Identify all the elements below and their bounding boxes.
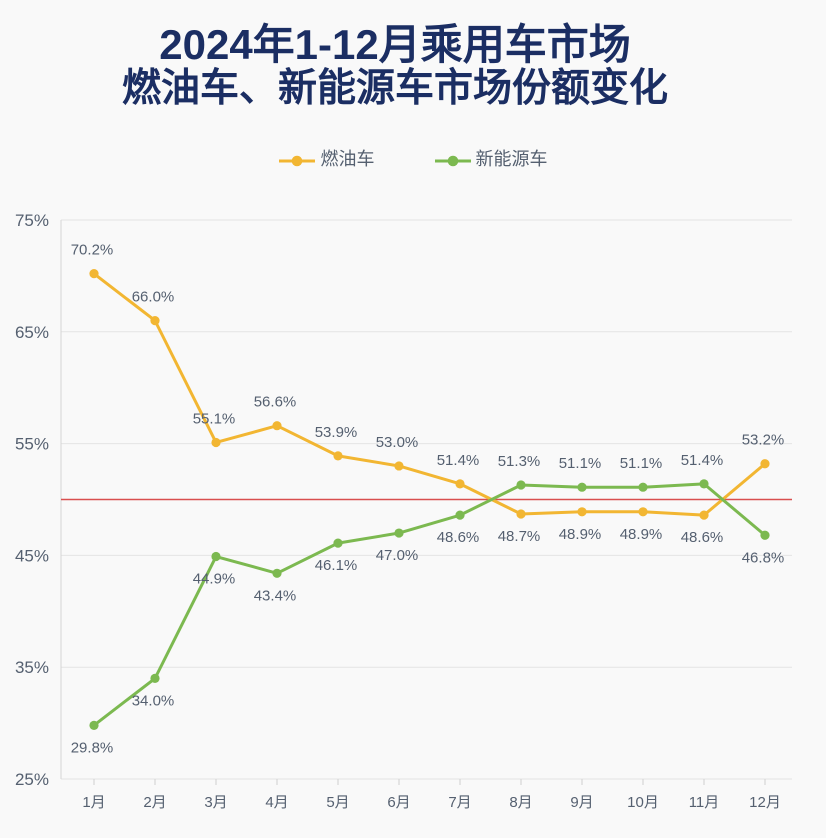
svg-text:8月: 8月 [509, 794, 532, 811]
svg-text:53.9%: 53.9% [315, 424, 358, 441]
svg-text:53.2%: 53.2% [742, 432, 785, 449]
svg-text:55.1%: 55.1% [193, 410, 236, 427]
svg-text:7月: 7月 [448, 794, 471, 811]
svg-text:43.4%: 43.4% [254, 587, 297, 604]
svg-text:48.9%: 48.9% [559, 526, 602, 543]
svg-text:48.6%: 48.6% [437, 529, 480, 546]
svg-text:1月: 1月 [82, 794, 105, 811]
svg-text:3月: 3月 [204, 794, 227, 811]
svg-text:51.4%: 51.4% [437, 452, 480, 469]
svg-text:46.1%: 46.1% [315, 557, 358, 574]
svg-text:47.0%: 47.0% [376, 547, 419, 564]
svg-text:4月: 4月 [265, 794, 288, 811]
svg-text:70.2%: 70.2% [71, 242, 114, 259]
svg-text:48.9%: 48.9% [620, 526, 663, 543]
svg-text:25%: 25% [15, 770, 49, 789]
svg-text:53.0%: 53.0% [376, 434, 419, 451]
svg-text:45%: 45% [15, 546, 49, 565]
svg-text:51.4%: 51.4% [681, 452, 724, 469]
svg-text:48.7%: 48.7% [498, 528, 541, 545]
svg-text:48.6%: 48.6% [681, 529, 724, 546]
svg-text:55%: 55% [15, 435, 49, 454]
svg-text:44.9%: 44.9% [193, 571, 236, 588]
svg-text:6月: 6月 [387, 794, 410, 811]
svg-text:46.8%: 46.8% [742, 549, 785, 566]
svg-text:11月: 11月 [689, 794, 720, 811]
svg-text:56.6%: 56.6% [254, 394, 297, 411]
svg-text:10月: 10月 [627, 794, 659, 811]
svg-text:66.0%: 66.0% [132, 289, 175, 306]
svg-text:5月: 5月 [326, 794, 349, 811]
svg-text:65%: 65% [15, 323, 49, 342]
svg-text:34.0%: 34.0% [132, 692, 175, 709]
svg-text:35%: 35% [15, 658, 49, 677]
svg-text:29.8%: 29.8% [71, 739, 114, 756]
svg-text:12月: 12月 [749, 794, 781, 811]
svg-text:51.1%: 51.1% [559, 455, 602, 472]
svg-text:9月: 9月 [570, 794, 593, 811]
svg-text:51.3%: 51.3% [498, 453, 541, 470]
svg-text:75%: 75% [15, 211, 49, 230]
svg-text:2月: 2月 [143, 794, 166, 811]
svg-text:51.1%: 51.1% [620, 455, 663, 472]
